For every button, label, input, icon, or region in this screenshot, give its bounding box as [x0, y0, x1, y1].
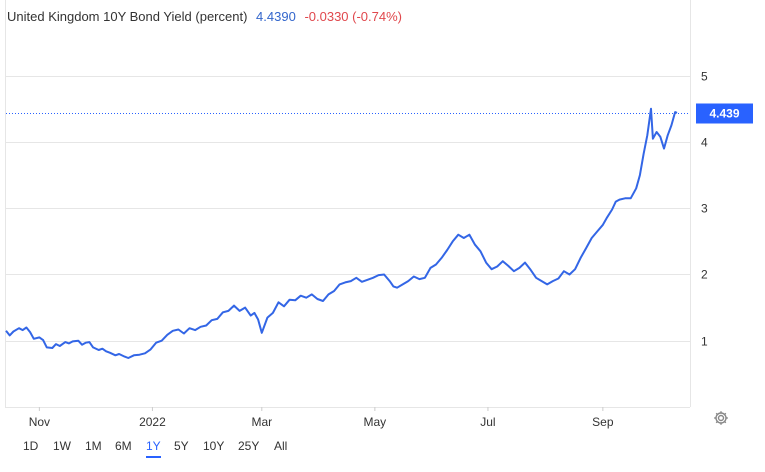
- range-button-all[interactable]: All: [274, 439, 288, 453]
- last-price-box: [696, 103, 753, 124]
- x-tick-label: Jul: [480, 415, 495, 429]
- y-tick-label: 2: [701, 268, 708, 282]
- chart-title: United Kingdom 10Y Bond Yield (percent): [7, 9, 248, 24]
- range-button-1d[interactable]: 1D: [23, 439, 39, 453]
- range-button-25y[interactable]: 25Y: [238, 439, 260, 453]
- range-button-6m[interactable]: 6M: [115, 439, 132, 453]
- range-button-1w[interactable]: 1W: [53, 439, 71, 453]
- gear-icon[interactable]: [712, 409, 730, 427]
- x-tick-label: Nov: [29, 415, 50, 429]
- x-tick-label: 2022: [139, 415, 166, 429]
- range-button-10y[interactable]: 10Y: [203, 439, 225, 453]
- last-price-label: 4.439: [709, 107, 739, 121]
- range-button-1m[interactable]: 1M: [85, 439, 102, 453]
- price-change: -0.0330 (-0.74%): [304, 9, 402, 24]
- x-tick-label: Mar: [251, 415, 272, 429]
- y-tick-label: 5: [701, 70, 708, 84]
- x-tick-label: Sep: [592, 415, 614, 429]
- chart-header: United Kingdom 10Y Bond Yield (percent) …: [7, 9, 407, 24]
- y-tick-label: 3: [701, 202, 708, 216]
- current-value: 4.4390: [256, 9, 296, 24]
- y-tick-label: 1: [701, 335, 708, 349]
- series-line[interactable]: [5, 107, 678, 359]
- range-button-5y[interactable]: 5Y: [174, 439, 189, 453]
- range-button-1y[interactable]: 1Y: [146, 436, 161, 458]
- x-tick-label: May: [364, 415, 387, 429]
- y-tick-label: 4: [701, 136, 708, 150]
